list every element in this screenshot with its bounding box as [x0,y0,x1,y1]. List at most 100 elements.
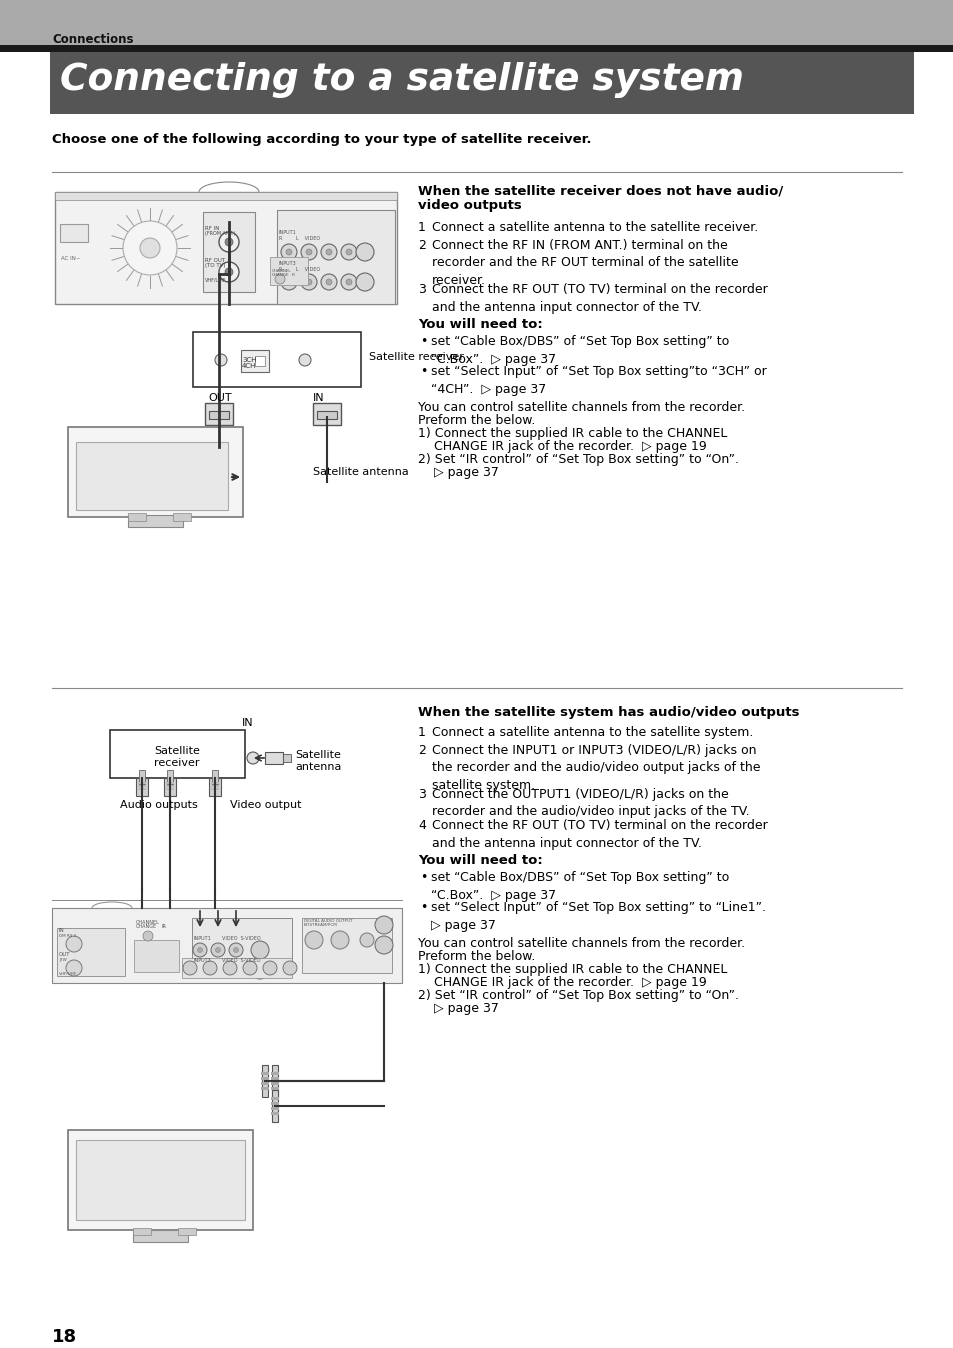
Circle shape [355,274,374,291]
Bar [241,350,269,372]
Text: JTW: JTW [59,958,67,962]
Text: VIDEO  S-VIDEO: VIDEO S-VIDEO [222,958,260,962]
Text: Satellite
antenna: Satellite antenna [294,749,341,772]
Circle shape [233,948,238,953]
Circle shape [223,961,236,975]
Circle shape [306,249,312,255]
Bar [270,257,308,284]
Circle shape [340,244,356,260]
Text: INPUT1: INPUT1 [193,936,212,941]
Text: RF IN: RF IN [205,226,219,231]
Bar [261,1077,269,1080]
Bar [138,782,146,785]
Circle shape [229,944,243,957]
Bar [68,427,243,518]
Text: 1) Connect the supplied IR cable to the CHANNEL: 1) Connect the supplied IR cable to the … [417,962,726,976]
Bar [254,356,265,367]
Bar [57,927,125,976]
Circle shape [281,274,296,290]
Text: Connect the RF IN (FROM ANT.) terminal on the
recorder and the RF OUT terminal o: Connect the RF IN (FROM ANT.) terminal o… [432,239,738,287]
Text: Video output: Video output [230,799,301,810]
Text: OUT: OUT [208,394,232,403]
Text: CHANNEL: CHANNEL [272,270,292,274]
Circle shape [225,239,233,245]
Circle shape [305,931,323,949]
Bar [271,1103,278,1105]
Text: 18: 18 [52,1328,77,1347]
Bar [193,332,360,387]
Bar [271,1112,278,1115]
Text: (FROM ANT.): (FROM ANT.) [205,231,235,236]
FancyBboxPatch shape [205,403,233,425]
Text: You will need to:: You will need to: [417,855,542,867]
Text: RF OUT: RF OUT [205,257,225,263]
Bar [166,785,173,787]
Bar [132,1229,188,1242]
Bar [262,1065,268,1097]
FancyBboxPatch shape [316,411,336,419]
Bar [261,1072,269,1074]
Circle shape [340,274,356,290]
Bar [211,785,219,787]
Bar [283,754,291,762]
Circle shape [225,268,233,276]
Circle shape [197,948,202,953]
Bar [136,778,148,797]
Text: 2: 2 [417,239,425,252]
Text: 2: 2 [417,744,425,758]
Circle shape [215,948,220,953]
Text: VHF/UHF: VHF/UHF [59,972,77,976]
Text: R         L    VIDEO: R L VIDEO [278,236,320,241]
Circle shape [346,279,352,284]
Text: When the satellite receiver does not have audio/: When the satellite receiver does not hav… [417,185,782,198]
Circle shape [301,244,316,260]
Circle shape [320,274,336,290]
Text: Connect the RF OUT (TO TV) terminal on the recorder
and the antenna input connec: Connect the RF OUT (TO TV) terminal on t… [432,283,767,314]
Bar [138,789,146,790]
Circle shape [251,961,269,979]
Bar [211,782,219,785]
Circle shape [298,355,311,367]
Circle shape [211,962,225,977]
Text: You can control satellite channels from the recorder.: You can control satellite channels from … [417,937,744,950]
Text: DIGITAL AUDIO OUTPUT: DIGITAL AUDIO OUTPUT [304,919,352,923]
Text: You can control satellite channels from the recorder.: You can control satellite channels from … [417,400,744,414]
Bar [139,770,145,785]
Text: ▷ page 37: ▷ page 37 [417,466,498,479]
Text: IR: IR [292,274,295,276]
Text: Connect the INPUT1 or INPUT3 (VIDEO/L/R) jacks on
the recorder and the audio/vid: Connect the INPUT1 or INPUT3 (VIDEO/L/R)… [432,744,760,793]
Bar [271,1072,278,1074]
Circle shape [359,933,374,948]
Text: Connecting to a satellite system: Connecting to a satellite system [60,62,743,98]
Bar [60,224,88,243]
Text: IN: IN [242,718,253,728]
Text: 1: 1 [417,727,425,739]
Bar [164,778,175,797]
Text: Satellite antenna: Satellite antenna [313,466,408,477]
Bar [172,514,191,520]
Text: Audio outputs: Audio outputs [120,799,197,810]
Circle shape [331,931,349,949]
Bar [302,918,392,973]
Circle shape [203,961,216,975]
Bar [182,958,292,979]
Text: Preform the below.: Preform the below. [417,414,535,427]
Circle shape [143,931,152,941]
Circle shape [251,941,269,958]
Text: INPUT3: INPUT3 [193,958,212,962]
Text: IR: IR [162,923,167,929]
Circle shape [66,936,82,952]
Bar [261,1086,269,1091]
Circle shape [346,249,352,255]
Circle shape [219,262,239,282]
Bar [55,191,396,305]
Bar [261,1082,269,1085]
Circle shape [263,961,276,975]
Bar [50,53,913,115]
Text: Preform the below.: Preform the below. [417,950,535,962]
Circle shape [301,274,316,290]
Circle shape [326,249,332,255]
Circle shape [140,239,160,257]
Circle shape [281,244,296,260]
Bar [166,789,173,790]
